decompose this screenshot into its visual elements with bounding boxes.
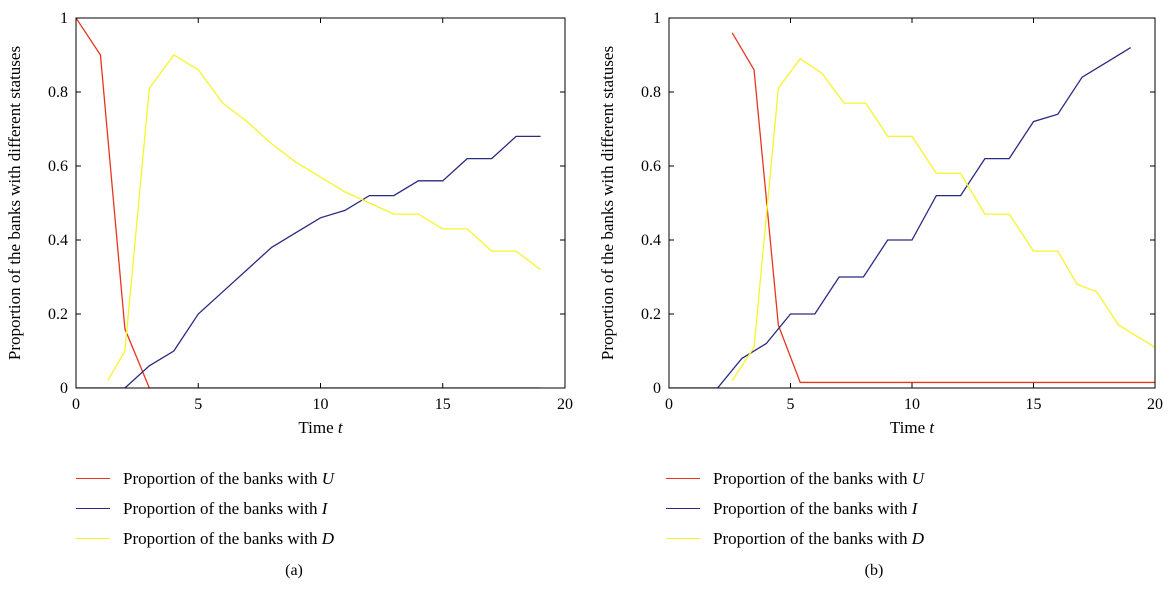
x-axis-label: Time t [298,418,344,437]
x-tick-label: 20 [557,396,573,413]
series-line-u [76,18,541,388]
x-tick-label: 15 [435,396,451,413]
x-tick-label: 0 [665,396,673,413]
series-line-u [731,32,1155,384]
y-tick-label: 0 [60,380,68,397]
y-tick-label: 0.2 [641,306,661,323]
x-tick-label: 5 [787,396,795,413]
y-tick-label: 0 [653,380,661,397]
y-tick-label: 0.6 [48,158,68,175]
plot-frame [75,17,566,389]
legend-swatch-u [666,478,700,479]
y-axis-label: Proportion of the banks with different s… [598,46,617,360]
series-line-i [76,135,541,388]
y-tick-label: 0.4 [48,232,68,249]
figure-caption-a: (a) [285,562,303,579]
x-tick-label: 15 [1026,396,1042,413]
y-tick-label: 1 [653,10,661,27]
legend-label-i: Proportion of the banks with I [123,499,328,518]
line-chart-b: 0 5 10 15 20 0 0.2 0.4 0.6 0.8 1 Time t Proportion o… [598,10,1163,437]
x-axis-label: Time t [890,418,936,437]
legend-swatch-i [666,508,700,509]
legend-label-d: Proportion of the banks with D [713,529,925,548]
legend-swatch-i [76,508,110,509]
chart-panel-b: 0 5 10 15 20 0 0.2 0.4 0.6 0.8 1 Time t Proportion o… [585,0,1170,592]
x-tick-label: 20 [1147,396,1163,413]
y-tick-label: 1 [60,10,68,27]
legend-label-d: Proportion of the banks with D [123,529,335,548]
legend-swatch-u [76,478,110,479]
legend-label-u: Proportion of the banks with U [123,469,335,488]
y-tick-label: 0.2 [48,306,68,323]
x-tick-label: 10 [313,396,329,413]
chart-panel-a: 0 5 10 15 20 0 0.2 0.4 0.6 0.8 1 Time t Proportion o… [5,10,573,579]
x-tick-label: 10 [904,396,920,413]
y-tick-label: 0.8 [48,84,68,101]
legend-label-u: Proportion of the banks with U [713,469,925,488]
line-chart-a: 0 5 10 15 20 0 0.2 0.4 0.6 0.8 1 Time t Proportion o… [5,10,573,437]
legend-swatch-d [76,538,110,539]
y-tick-label: 0.4 [641,232,661,249]
x-tick-label: 0 [72,396,80,413]
legend-label-i: Proportion of the banks with I [713,499,918,518]
x-tick-label: 5 [194,396,202,413]
y-tick-label: 0.8 [641,84,661,101]
legend-swatch-d [666,538,700,539]
y-tick-label: 0.6 [641,158,661,175]
series-line-i [669,47,1132,388]
series-line-d [731,57,1155,381]
figure-caption-b: (b) [864,562,884,579]
plot-frame [668,17,1156,389]
series-line-d [107,54,541,381]
y-axis-label: Proportion of the banks with different s… [5,46,24,360]
